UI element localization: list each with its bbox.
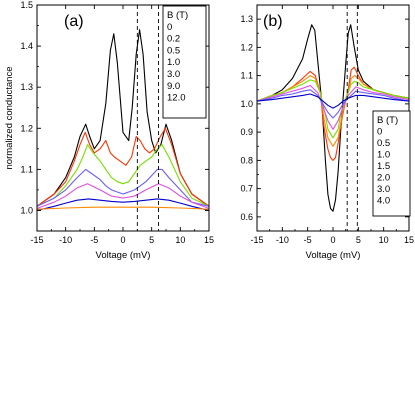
legend-entry: 0 <box>377 127 382 138</box>
x-tick-label: 0 <box>120 235 125 245</box>
x-tick-label: 0 <box>330 235 335 245</box>
series-group <box>257 24 409 212</box>
y-tick-label: 1.5 <box>20 0 33 10</box>
legend-entry: 9.0 <box>167 81 180 92</box>
legend: B (T)00.51.01.52.03.04.0 <box>372 110 411 217</box>
panel-label: (a) <box>64 13 84 30</box>
series-line-B-1.0 <box>37 168 209 207</box>
legend-entry: 1.0 <box>377 150 390 161</box>
y-tick-label: 1.0 <box>240 99 253 109</box>
series-line-B-3.0 <box>37 183 209 209</box>
y-tick-label: 1.3 <box>240 14 253 24</box>
series-group <box>37 29 209 212</box>
legend-entry: 3.0 <box>167 69 180 80</box>
legend: B (T)00.20.51.03.09.012.0 <box>162 5 207 119</box>
x-tick-label: -10 <box>276 235 289 245</box>
y-tick-label: 1.2 <box>240 42 253 52</box>
y-tick-label: 1.4 <box>20 41 33 51</box>
y-tick-label: 0.8 <box>240 155 253 165</box>
x-tick-label: -5 <box>304 235 312 245</box>
x-tick-label: -15 <box>30 235 43 245</box>
y-axis-title: normalized conductance <box>4 67 15 170</box>
x-tick-label: 10 <box>175 235 185 245</box>
legend-box <box>372 110 411 217</box>
panel-label: (b) <box>263 13 283 30</box>
legend-entry: 0 <box>167 22 172 33</box>
series-line-B-0 <box>37 29 209 207</box>
x-tick-label: 5 <box>149 235 154 245</box>
legend-entry: 1.0 <box>167 57 180 68</box>
legend-title: B (T) <box>377 115 398 126</box>
y-tick-label: 0.6 <box>240 212 253 222</box>
panel-a: -15 -10 -5 0 5 10 15 1.0 1.1 1.2 1.3 1.4 1.5 Voltage … <box>4 0 214 261</box>
x-tick-label: -5 <box>90 235 98 245</box>
x-axis-title: Voltage (mV) <box>96 250 151 261</box>
series-line-B-0.5 <box>37 144 209 207</box>
series-line-B-0.2 <box>37 127 209 207</box>
series-line-B-1.5 <box>257 79 409 139</box>
x-tick-label: 15 <box>204 235 214 245</box>
legend-entry: 12.0 <box>167 93 186 104</box>
y-tick-label: 0.9 <box>240 127 253 137</box>
y-tick-label: 1.2 <box>20 123 33 133</box>
series-line-B-3.0 <box>257 89 409 119</box>
series-line-B-12.0 <box>37 206 209 210</box>
x-tick-label: 15 <box>404 235 414 245</box>
y-tick-label: 1.3 <box>20 82 33 92</box>
x-tick-label: -10 <box>59 235 72 245</box>
legend-title: B (T) <box>167 10 188 21</box>
y-tick-label: 1.0 <box>20 205 33 215</box>
legend-entry: 0.2 <box>167 34 180 45</box>
series-line-B-0 <box>257 24 409 212</box>
y-tick-label: 0.7 <box>240 184 253 194</box>
x-tick-label: -15 <box>250 235 263 245</box>
x-axis-title: Voltage (mV) <box>306 250 361 261</box>
legend-entry: 0.5 <box>377 138 390 149</box>
legend-box <box>162 5 207 119</box>
legend-entry: 4.0 <box>377 196 390 207</box>
panel-b: -15 -10 -5 0 5 10 15 0.6 0.7 0.8 0.9 1.0 1.1 1.2 1.3 Vo… <box>240 4 414 261</box>
series-line-B-4.0 <box>257 93 409 109</box>
x-tick-label: 10 <box>379 235 389 245</box>
legend-entry: 3.0 <box>377 184 390 195</box>
y-tick-label: 1.1 <box>240 71 253 81</box>
series-line-B-9.0 <box>37 198 209 212</box>
legend-entry: 1.5 <box>377 161 390 172</box>
series-line-B-2.0 <box>257 84 409 130</box>
legend-entry: 0.5 <box>167 45 180 56</box>
y-tick-label: 1.1 <box>20 164 33 174</box>
legend-entry: 2.0 <box>377 173 390 184</box>
x-tick-label: 5 <box>356 235 361 245</box>
series-line-B-1.0 <box>257 75 409 147</box>
